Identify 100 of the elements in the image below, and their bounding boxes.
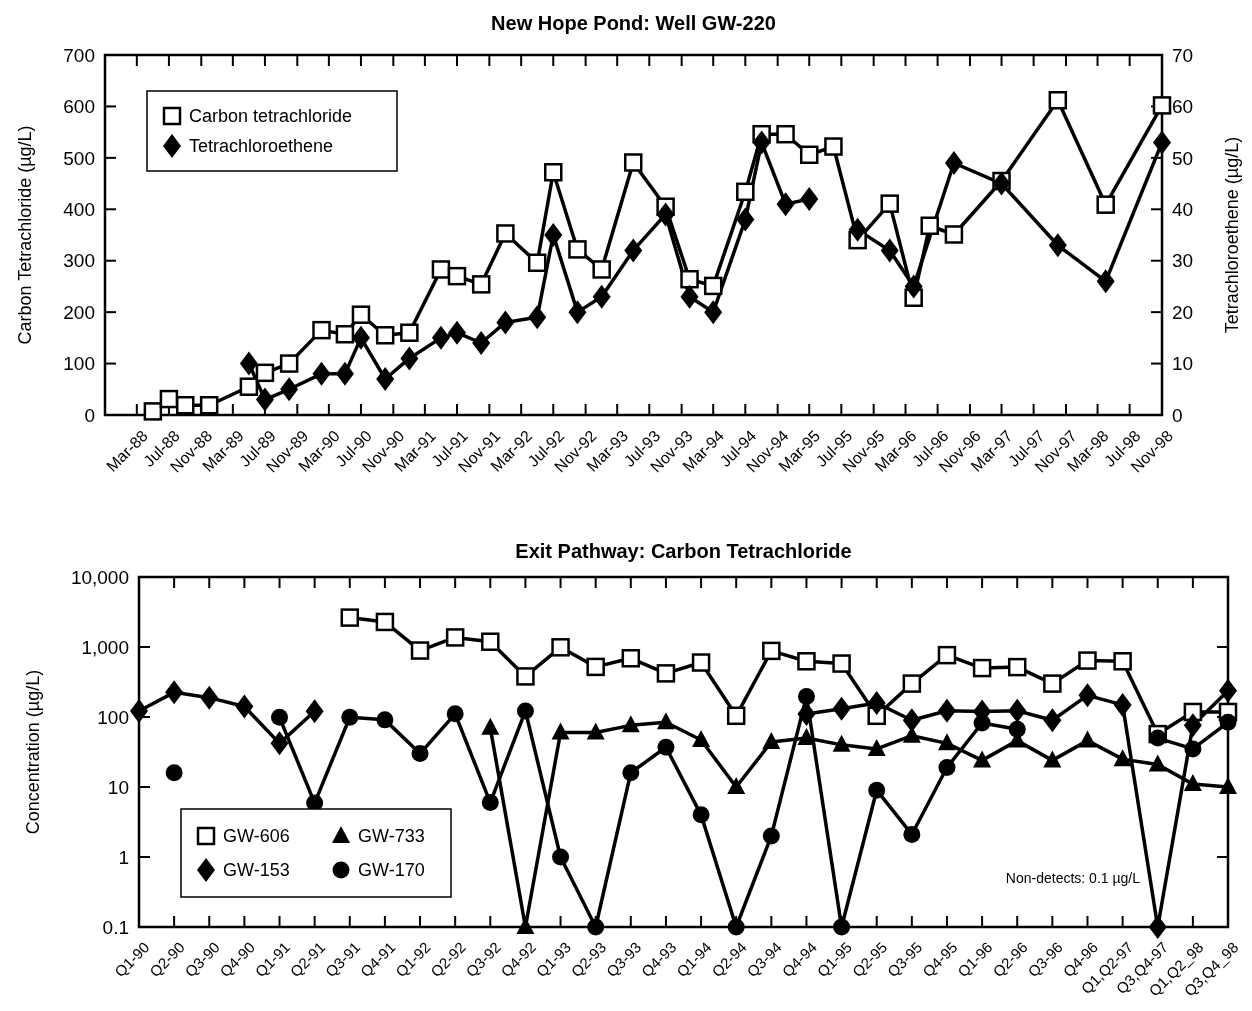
- point: [992, 171, 1011, 196]
- point: [375, 612, 395, 632]
- y-tick-label: 10,000: [70, 566, 129, 588]
- point: [411, 745, 429, 763]
- point: [587, 918, 605, 936]
- point: [657, 738, 675, 756]
- y-tick-label: 1,000: [81, 636, 129, 658]
- point: [1113, 749, 1132, 767]
- point: [516, 667, 535, 686]
- point: [797, 652, 816, 671]
- point: [1008, 698, 1027, 723]
- point: [867, 738, 886, 756]
- point: [270, 731, 289, 756]
- point: [624, 238, 643, 263]
- point: [1148, 754, 1167, 772]
- point: [1043, 674, 1062, 693]
- point: [680, 269, 699, 289]
- point: [656, 664, 676, 683]
- y-tick-label: 600: [63, 96, 95, 118]
- point: [340, 608, 360, 627]
- point: [431, 260, 451, 279]
- point: [848, 217, 867, 242]
- point: [776, 192, 795, 217]
- point: [727, 777, 746, 794]
- y-tick-label: 400: [63, 198, 95, 220]
- legend-label: Tetrachloroethene: [189, 136, 334, 157]
- point: [528, 305, 547, 330]
- point: [1078, 651, 1097, 670]
- point: [280, 377, 299, 402]
- point: [376, 711, 394, 729]
- point: [481, 717, 500, 735]
- point: [1149, 729, 1167, 747]
- point: [255, 387, 274, 412]
- point: [832, 654, 851, 673]
- point: [335, 325, 355, 344]
- point: [937, 733, 956, 751]
- point: [312, 320, 331, 340]
- point: [410, 641, 430, 660]
- point: [235, 694, 254, 719]
- y-tick-label: 1: [118, 846, 129, 868]
- point: [1078, 730, 1097, 748]
- point: [1184, 740, 1202, 758]
- point: [341, 708, 359, 726]
- point: [199, 395, 219, 415]
- y2-tick-label: 30: [1172, 250, 1194, 272]
- annotation: Non-detects: 0.1 µg/L: [1005, 870, 1141, 886]
- point: [239, 377, 259, 396]
- point: [446, 705, 464, 723]
- point: [776, 124, 795, 144]
- point: [692, 806, 710, 824]
- point: [1043, 708, 1062, 733]
- point: [692, 729, 711, 747]
- point: [143, 402, 163, 421]
- point: [797, 687, 815, 705]
- point: [551, 722, 570, 740]
- point: [592, 284, 611, 309]
- point: [622, 764, 640, 782]
- point: [544, 163, 563, 182]
- point: [1096, 195, 1115, 214]
- point: [903, 825, 921, 843]
- point: [1113, 692, 1132, 717]
- y-tick-label: 100: [97, 706, 129, 728]
- point: [1048, 91, 1068, 110]
- point: [944, 151, 963, 175]
- point: [833, 918, 851, 936]
- point: [1183, 713, 1202, 738]
- point: [447, 266, 467, 286]
- point: [832, 734, 851, 752]
- point: [656, 712, 675, 730]
- point: [586, 722, 605, 740]
- point: [1219, 777, 1237, 794]
- point: [832, 696, 851, 721]
- point: [1113, 652, 1132, 671]
- point: [471, 275, 491, 294]
- point: [375, 326, 395, 345]
- point: [736, 182, 755, 202]
- point: [703, 276, 723, 296]
- point: [445, 628, 465, 647]
- point: [552, 848, 570, 866]
- y2-tick-label: 0: [1172, 404, 1183, 426]
- point: [592, 260, 611, 279]
- point: [880, 194, 899, 213]
- point: [586, 657, 605, 677]
- chart-title: New Hope Pond: Well GW-220: [491, 12, 776, 34]
- point: [973, 750, 992, 768]
- point: [680, 284, 699, 309]
- point: [496, 310, 515, 335]
- point: [1096, 269, 1115, 294]
- point: [937, 698, 956, 723]
- y-tick-label: 0: [84, 404, 95, 426]
- point: [623, 153, 643, 172]
- point: [800, 187, 819, 211]
- point: [938, 758, 956, 776]
- y-axis-title: Carbon Tetrachloride (µg/L): [15, 125, 36, 345]
- y-tick-label: 100: [63, 353, 95, 375]
- point: [902, 674, 922, 693]
- point: [568, 300, 587, 325]
- point: [920, 216, 939, 235]
- legend-label: GW-170: [358, 860, 425, 881]
- legend-label: GW-153: [223, 860, 290, 881]
